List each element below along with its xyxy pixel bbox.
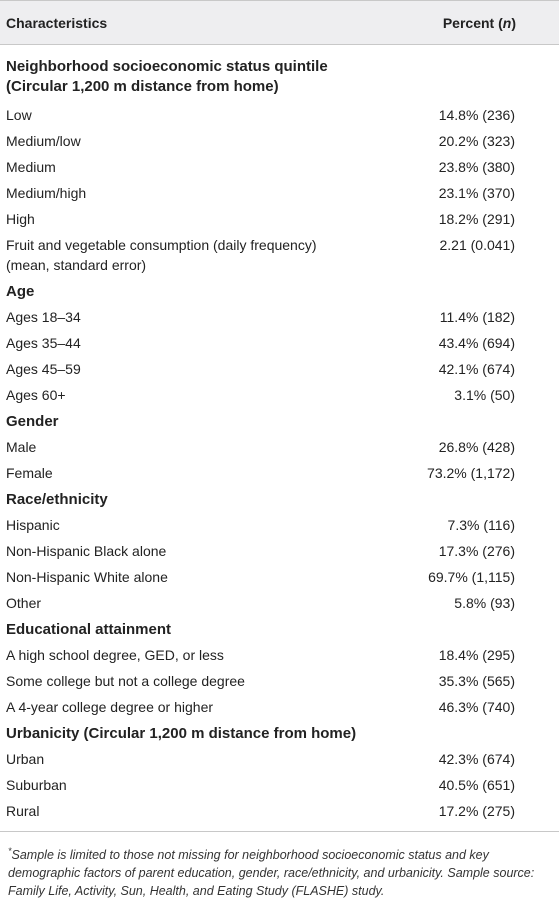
table-footnote: *Sample is limited to those not missing … xyxy=(8,846,535,899)
table-row: Ages 35–44 43.4% (694) xyxy=(6,335,515,351)
table-row: Urban 42.3% (674) xyxy=(6,751,515,767)
table-row: Rural 17.2% (275) xyxy=(6,803,515,819)
table-row: Some college but not a college degree 35.… xyxy=(6,673,515,689)
table-row: High 18.2% (291) xyxy=(6,211,515,227)
section-heading-urbanicity: Urbanicity (Circular 1,200 m distance fr… xyxy=(6,724,357,742)
table-row: Other 5.8% (93) xyxy=(6,595,515,611)
table-row: A high school degree, GED, or less 18.4% … xyxy=(6,647,515,663)
section-heading-age: Age xyxy=(6,282,35,300)
table-row: A 4-year college degree or higher 46.3% (… xyxy=(6,699,515,715)
table-row: Low 14.8% (236) xyxy=(6,107,515,123)
table-row: Ages 18–34 11.4% (182) xyxy=(6,309,515,325)
section-heading-race-ethnicity: Race/ethnicity xyxy=(6,490,108,508)
table-row: Medium 23.8% (380) xyxy=(6,159,515,175)
header-percent: Percent (n) xyxy=(442,14,516,31)
section-heading-education: Educational attainment xyxy=(6,620,172,638)
section-heading-gender: Gender xyxy=(6,412,59,430)
table-row: Hispanic 7.3% (116) xyxy=(6,517,515,533)
table-bottom-rule xyxy=(0,831,559,832)
table-row: Suburban 40.5% (651) xyxy=(6,777,515,793)
table-row: Non-Hispanic Black alone 17.3% (276) xyxy=(6,543,515,559)
header-characteristics: Characteristics xyxy=(6,14,108,31)
table-row: Female 73.2% (1,172) xyxy=(6,465,515,481)
table-row: Medium/high 23.1% (370) xyxy=(6,185,515,201)
table-row: Medium/low 20.2% (323) xyxy=(6,133,515,149)
table-row: Ages 45–59 42.1% (674) xyxy=(6,361,515,377)
table-row: Non-Hispanic White alone 69.7% (1,115) xyxy=(6,569,515,585)
table-header: Characteristics Percent (n) xyxy=(0,0,559,45)
section-heading-neighborhood-ses: Neighborhood socioeconomic status quinti… xyxy=(6,58,328,95)
table-row: Male 26.8% (428) xyxy=(6,439,515,455)
table-row: Ages 60+ 3.1% (50) xyxy=(6,387,515,403)
table-row-fruit-vegetable: Fruit and vegetable consumption (daily f… xyxy=(6,237,515,273)
